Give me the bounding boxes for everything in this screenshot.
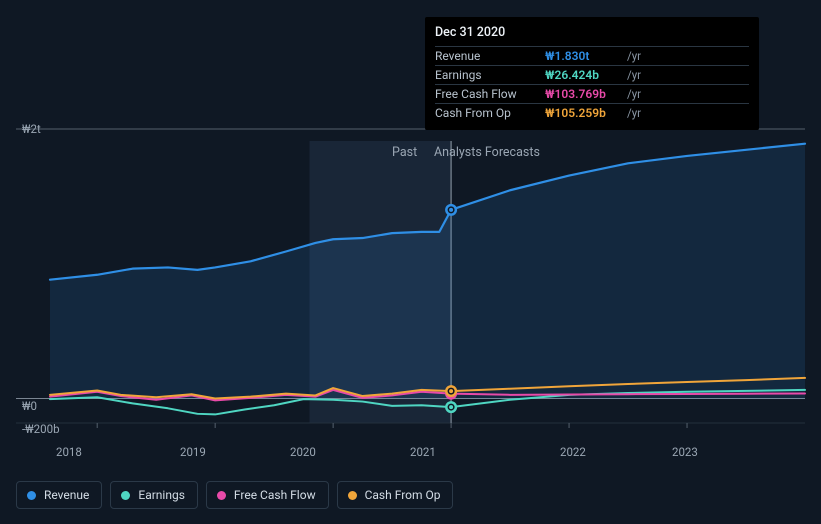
legend-label: Revenue (44, 488, 89, 502)
legend-label: Cash From Op (365, 488, 441, 502)
legend-item-revenue[interactable]: Revenue (16, 481, 102, 509)
tooltip-unit: /yr (627, 106, 651, 120)
tooltip-row-earnings: Earnings ₩26.424b /yr (435, 65, 749, 84)
legend-swatch (27, 491, 36, 500)
tooltip-row-revenue: Revenue ₩1.830t /yr (435, 46, 749, 65)
y-tick-label: ₩2t (22, 122, 41, 136)
x-tick-label: 2020 (290, 445, 316, 459)
legend-swatch (217, 491, 226, 500)
tooltip-value: ₩105.259b (545, 106, 627, 120)
tooltip-label: Revenue (435, 49, 545, 63)
tooltip-value: ₩1.830t (545, 49, 627, 63)
tooltip-row-fcf: Free Cash Flow ₩103.769b /yr (435, 84, 749, 103)
x-tick-label: 2019 (180, 445, 206, 459)
past-section-label: Past (392, 145, 417, 160)
legend-item-fcf[interactable]: Free Cash Flow (206, 481, 329, 509)
x-tick-label: 2018 (56, 445, 82, 459)
legend-label: Free Cash Flow (234, 488, 316, 502)
y-tick-label: ₩0 (22, 399, 37, 413)
chart-legend: Revenue Earnings Free Cash Flow Cash Fro… (16, 481, 453, 509)
tooltip-title: Dec 31 2020 (435, 23, 749, 46)
legend-item-cfo[interactable]: Cash From Op (337, 481, 454, 509)
tooltip-row-cfo: Cash From Op ₩105.259b /yr (435, 103, 749, 122)
tooltip-unit: /yr (627, 49, 651, 63)
earnings-forecast-chart: ₩2t ₩0 -₩200b 2018 2019 2020 2021 2022 2… (0, 0, 821, 524)
legend-swatch (121, 491, 130, 500)
x-tick-label: 2023 (672, 445, 698, 459)
tooltip-label: Cash From Op (435, 106, 545, 120)
tooltip-label: Earnings (435, 68, 545, 82)
forecast-section-label: Analysts Forecasts (434, 145, 540, 160)
x-tick-label: 2022 (560, 445, 586, 459)
tooltip-unit: /yr (627, 87, 651, 101)
y-tick-label: -₩200b (22, 422, 60, 436)
legend-label: Earnings (138, 488, 185, 502)
chart-tooltip: Dec 31 2020 Revenue ₩1.830t /yr Earnings… (425, 17, 759, 130)
tooltip-label: Free Cash Flow (435, 87, 545, 101)
legend-swatch (348, 491, 357, 500)
tooltip-value: ₩103.769b (545, 87, 627, 101)
tooltip-unit: /yr (627, 68, 651, 82)
tooltip-value: ₩26.424b (545, 68, 627, 82)
x-tick-label: 2021 (410, 445, 436, 459)
legend-item-earnings[interactable]: Earnings (110, 481, 198, 509)
